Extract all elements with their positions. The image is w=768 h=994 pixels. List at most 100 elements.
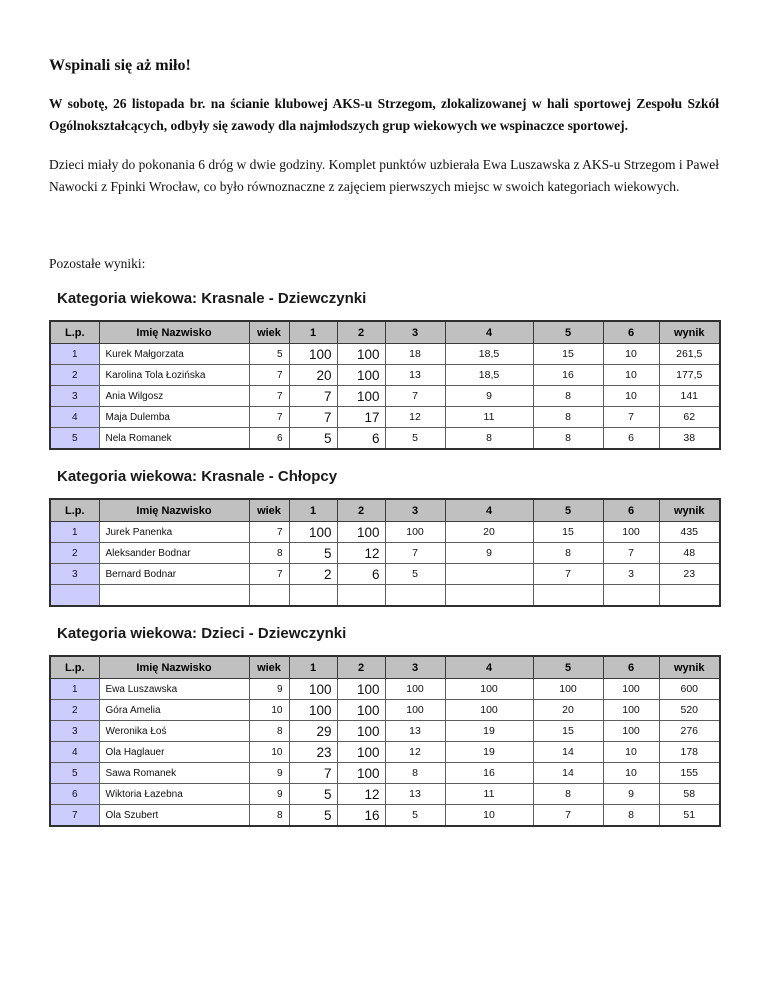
table-cell: 6 (602, 427, 660, 450)
table-cell: 100 (384, 678, 446, 700)
table-cell: 20 (444, 521, 534, 543)
table-header-cell: Imię Nazwisko (98, 320, 250, 344)
table-cell: 20 (288, 364, 338, 386)
rank-cell (49, 584, 100, 607)
table-cell: 19 (444, 720, 534, 742)
rank-cell: 5 (49, 427, 100, 450)
table-row: 4 Maja Dulemba 7 7 17 12 11 8 7 62 (49, 406, 721, 428)
rank-cell: 5 (49, 762, 100, 784)
table-cell: 100 (336, 521, 386, 543)
table-cell: Bernard Bodnar (98, 563, 250, 585)
table-row: 6 Wiktoria Łazebna 9 5 12 13 11 8 9 58 (49, 783, 721, 805)
table-cell (98, 584, 250, 607)
table-cell: 100 (444, 678, 534, 700)
table-cell: 6 (248, 427, 290, 450)
table-cell: 7 (288, 406, 338, 428)
table-cell: 100 (336, 720, 386, 742)
table-cell: 62 (658, 406, 721, 428)
table-row: 3 Bernard Bodnar 7 2 6 5 7 3 23 (49, 563, 721, 585)
rank-cell: 1 (49, 343, 100, 365)
table-cell (336, 584, 386, 607)
table-cell: 276 (658, 720, 721, 742)
rank-cell: 2 (49, 699, 100, 721)
table-row: 4 Ola Haglauer 10 23 100 12 19 14 10 178 (49, 741, 721, 763)
table-cell (288, 584, 338, 607)
table-cell: 23 (658, 563, 721, 585)
table-row: 1 Kurek Małgorzata 5 100 100 18 18,5 15 10 261,5 (49, 343, 721, 365)
table-header-row: L.p. Imię Nazwisko wiek 1 2 3 4 5 6 wynik (49, 498, 721, 522)
page-title: Wspinali się aż miło! (49, 57, 191, 74)
table-cell: 8 (248, 804, 290, 827)
rank-cell: 3 (49, 385, 100, 407)
table-cell: Kurek Małgorzata (98, 343, 250, 365)
table-row: 1 Ewa Luszawska 9 100 100 100 100 100 100 600 (49, 678, 721, 700)
table-row: 5 Sawa Romanek 9 7 100 8 16 14 10 155 (49, 762, 721, 784)
table-cell: 7 (532, 804, 604, 827)
table-cell: 8 (532, 783, 604, 805)
table-cell: Góra Amelia (98, 699, 250, 721)
table-header-cell: 6 (602, 320, 660, 344)
table-cell: 6 (336, 427, 386, 450)
table-cell: 261,5 (658, 343, 721, 365)
table-cell: 177,5 (658, 364, 721, 386)
table-cell: 7 (248, 563, 290, 585)
table-cell: 100 (336, 385, 386, 407)
rank-cell: 3 (49, 720, 100, 742)
results-sections: Kategoria wiekowa: Krasnale - Dziewczynk… (49, 290, 721, 827)
results-table: L.p. Imię Nazwisko wiek 1 2 3 4 5 6 wynik 1 Jurek P… (49, 498, 721, 607)
table-cell: 178 (658, 741, 721, 763)
table-cell: 435 (658, 521, 721, 543)
table-header-cell: 5 (532, 320, 604, 344)
table-cell: 9 (248, 783, 290, 805)
table-cell: 100 (602, 720, 660, 742)
table-cell: 141 (658, 385, 721, 407)
table-cell: 23 (288, 741, 338, 763)
table-header-cell: L.p. (49, 655, 100, 679)
table-header-cell: L.p. (49, 320, 100, 344)
table-cell: Karolina Tola Łozińska (98, 364, 250, 386)
table-cell (248, 584, 290, 607)
table-cell: 51 (658, 804, 721, 827)
table-cell (602, 584, 660, 607)
table-cell: 13 (384, 364, 446, 386)
table-cell: 100 (336, 678, 386, 700)
table-cell: 18 (384, 343, 446, 365)
table-cell (444, 563, 534, 585)
table-cell: 16 (336, 804, 386, 827)
table-cell: Ola Haglauer (98, 741, 250, 763)
table-row: 7 Ola Szubert 8 5 16 5 10 7 8 51 (49, 804, 721, 827)
table-cell: 8 (532, 406, 604, 428)
table-cell: 7 (248, 364, 290, 386)
table-header-row: L.p. Imię Nazwisko wiek 1 2 3 4 5 6 wynik (49, 320, 721, 344)
table-cell: 5 (248, 343, 290, 365)
table-cell: 9 (444, 542, 534, 564)
table-cell: 10 (602, 762, 660, 784)
table-cell: 9 (602, 783, 660, 805)
table-cell: 16 (532, 364, 604, 386)
rank-cell: 4 (49, 406, 100, 428)
table-cell: 100 (384, 521, 446, 543)
table-cell: 100 (602, 699, 660, 721)
table-cell: 10 (248, 741, 290, 763)
table-cell: 48 (658, 542, 721, 564)
table-cell: 100 (532, 678, 604, 700)
table-header-cell: wynik (658, 498, 721, 522)
table-header-cell: 5 (532, 498, 604, 522)
table-row: 2 Aleksander Bodnar 8 5 12 7 9 8 7 48 (49, 542, 721, 564)
results-table: L.p. Imię Nazwisko wiek 1 2 3 4 5 6 wynik 1 Ewa Lus… (49, 655, 721, 827)
table-cell: 100 (288, 699, 338, 721)
table-cell: 20 (532, 699, 604, 721)
results-label: Pozostałe wyniki: (49, 256, 146, 271)
table-cell: 100 (336, 762, 386, 784)
table-cell: 5 (384, 427, 446, 450)
table-cell: 10 (602, 343, 660, 365)
table-cell: 520 (658, 699, 721, 721)
table-cell: Ola Szubert (98, 804, 250, 827)
table-header-cell: 1 (288, 498, 338, 522)
results-table: L.p. Imię Nazwisko wiek 1 2 3 4 5 6 wynik 1 Kurek M… (49, 320, 721, 450)
table-cell: 100 (602, 678, 660, 700)
table-cell: 10 (444, 804, 534, 827)
table-cell: 7 (602, 542, 660, 564)
rank-cell: 7 (49, 804, 100, 827)
